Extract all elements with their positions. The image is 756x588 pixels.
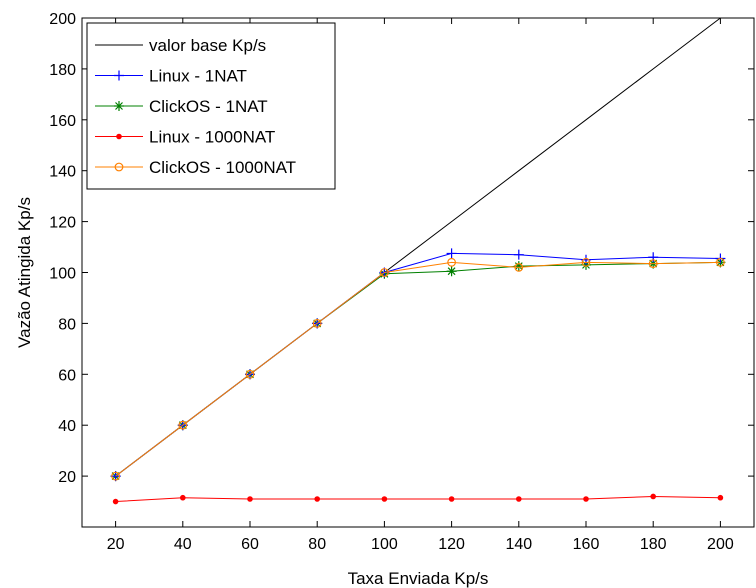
- data-point: [446, 248, 457, 259]
- data-point: [114, 162, 124, 172]
- data-point: [380, 268, 389, 277]
- y-tick-label: 20: [58, 469, 76, 486]
- x-tick-label: 40: [174, 536, 192, 553]
- x-tick-label: 140: [505, 536, 532, 553]
- data-point: [513, 261, 524, 272]
- data-point: [448, 496, 455, 502]
- data-point: [648, 259, 658, 268]
- data-point: [114, 70, 124, 81]
- data-point: [513, 249, 524, 260]
- legend-label: valor base Kp/s: [149, 36, 266, 55]
- data-point: [516, 496, 522, 502]
- data-point: [650, 493, 657, 500]
- legend-entry: valor base Kp/s: [95, 36, 266, 55]
- data-point: [180, 494, 186, 501]
- series-3: [112, 493, 724, 505]
- series-line: [115, 495, 721, 503]
- series-layer: [110, 17, 726, 505]
- x-tick-label: 20: [107, 536, 125, 553]
- data-point: [648, 252, 659, 263]
- legend-entry: ClickOS - 1000NAT: [95, 158, 296, 177]
- data-point: [178, 420, 188, 430]
- data-point: [314, 496, 321, 502]
- legend-entry: Linux - 1NAT: [95, 67, 247, 86]
- series-4: [111, 257, 725, 481]
- y-axis-label: Vazão Atingida Kp/s: [15, 197, 34, 348]
- legend-label: ClickOS - 1000NAT: [149, 158, 296, 177]
- x-tick-label: 200: [707, 536, 734, 553]
- legend: valor base Kp/s Linux - 1NAT ClickOS - 1NA…: [86, 22, 336, 190]
- y-tick-label: 200: [49, 11, 76, 28]
- data-point: [112, 498, 119, 505]
- data-point: [114, 101, 124, 111]
- legend-label: ClickOS - 1NAT: [149, 97, 268, 116]
- data-point: [581, 257, 591, 267]
- y-tick-label: 40: [58, 418, 76, 435]
- data-point: [111, 471, 120, 481]
- x-tick-label: 120: [438, 536, 465, 553]
- x-tick-label: 60: [241, 536, 259, 553]
- data-point: [716, 257, 725, 267]
- legend-label: Linux - 1NAT: [149, 67, 247, 86]
- legend-entry: ClickOS - 1NAT: [95, 97, 268, 116]
- y-tick-label: 120: [49, 215, 76, 232]
- data-point: [717, 494, 724, 501]
- x-tick-label: 100: [371, 536, 398, 553]
- x-tick-label: 80: [308, 536, 326, 553]
- axis-ticks: 20 40 60 80 100 120 140 160 180 200 20 40 60 80 100 120…: [49, 11, 754, 553]
- y-tick-label: 60: [58, 367, 76, 384]
- legend-entry: Linux - 1000NAT: [95, 128, 275, 147]
- data-point: [116, 133, 122, 140]
- series-line: [115, 261, 721, 477]
- y-tick-label: 160: [49, 113, 76, 130]
- y-tick-label: 140: [49, 164, 76, 181]
- y-tick-label: 100: [49, 266, 76, 283]
- data-point: [312, 319, 322, 328]
- data-point: [514, 263, 524, 272]
- y-tick-label: 180: [49, 62, 76, 79]
- data-point: [381, 496, 388, 502]
- data-point: [583, 496, 589, 502]
- y-tick-label: 80: [58, 316, 76, 333]
- x-tick-label: 180: [640, 536, 667, 553]
- data-point: [447, 257, 457, 267]
- data-point: [581, 259, 591, 270]
- legend-label: Linux - 1000NAT: [149, 128, 275, 147]
- data-point: [446, 266, 457, 277]
- data-point: [247, 496, 253, 502]
- x-axis-label: Taxa Enviada Kp/s: [348, 569, 489, 588]
- data-point: [245, 369, 255, 379]
- x-tick-label: 160: [573, 536, 600, 553]
